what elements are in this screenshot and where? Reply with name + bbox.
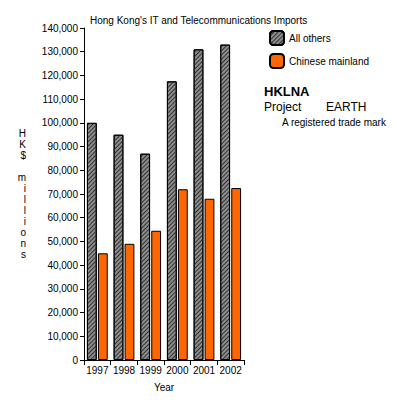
svg-text:10,000: 10,000: [47, 331, 78, 342]
svg-text:50,000: 50,000: [47, 236, 78, 247]
svg-text:i: i: [24, 216, 26, 227]
svg-text:i: i: [24, 183, 26, 194]
svg-text:Chinese mainland: Chinese mainland: [289, 56, 369, 67]
svg-text:40,000: 40,000: [47, 260, 78, 271]
svg-text:2001: 2001: [193, 365, 216, 376]
svg-text:30,000: 30,000: [47, 283, 78, 294]
svg-text:m: m: [18, 172, 26, 183]
svg-text:60,000: 60,000: [47, 212, 78, 223]
svg-text:140,000: 140,000: [42, 23, 79, 34]
svg-text:Project: Project: [264, 100, 302, 114]
svg-text:K: K: [19, 139, 26, 150]
svg-text:130,000: 130,000: [42, 46, 79, 57]
svg-text:Year: Year: [154, 382, 175, 393]
svg-text:70,000: 70,000: [47, 189, 78, 200]
svg-text:All others: All others: [289, 33, 331, 44]
svg-text:2002: 2002: [220, 365, 243, 376]
svg-text:A registered trade mark: A registered trade mark: [282, 117, 387, 128]
svg-text:$: $: [20, 150, 26, 161]
svg-text:l: l: [24, 205, 26, 216]
svg-text:n: n: [20, 238, 26, 249]
svg-text:2000: 2000: [166, 365, 189, 376]
svg-text:20,000: 20,000: [47, 307, 78, 318]
svg-text:Hong Kong's IT and Telecommuni: Hong Kong's IT and Telecommunications Im…: [90, 15, 307, 26]
svg-text:HKLNA: HKLNA: [264, 84, 310, 99]
svg-text:100,000: 100,000: [42, 117, 79, 128]
svg-text:1997: 1997: [86, 365, 109, 376]
svg-text:1999: 1999: [140, 365, 163, 376]
svg-text:s: s: [21, 249, 26, 260]
svg-text:120,000: 120,000: [42, 70, 79, 81]
svg-text:o: o: [20, 227, 26, 238]
svg-text:0: 0: [72, 355, 78, 366]
svg-text:1998: 1998: [113, 365, 136, 376]
svg-text:90,000: 90,000: [47, 141, 78, 152]
svg-text:80,000: 80,000: [47, 165, 78, 176]
svg-text:l: l: [24, 194, 26, 205]
svg-text:EARTH: EARTH: [326, 100, 366, 114]
svg-text:H: H: [19, 128, 26, 139]
svg-text:110,000: 110,000: [43, 94, 79, 105]
